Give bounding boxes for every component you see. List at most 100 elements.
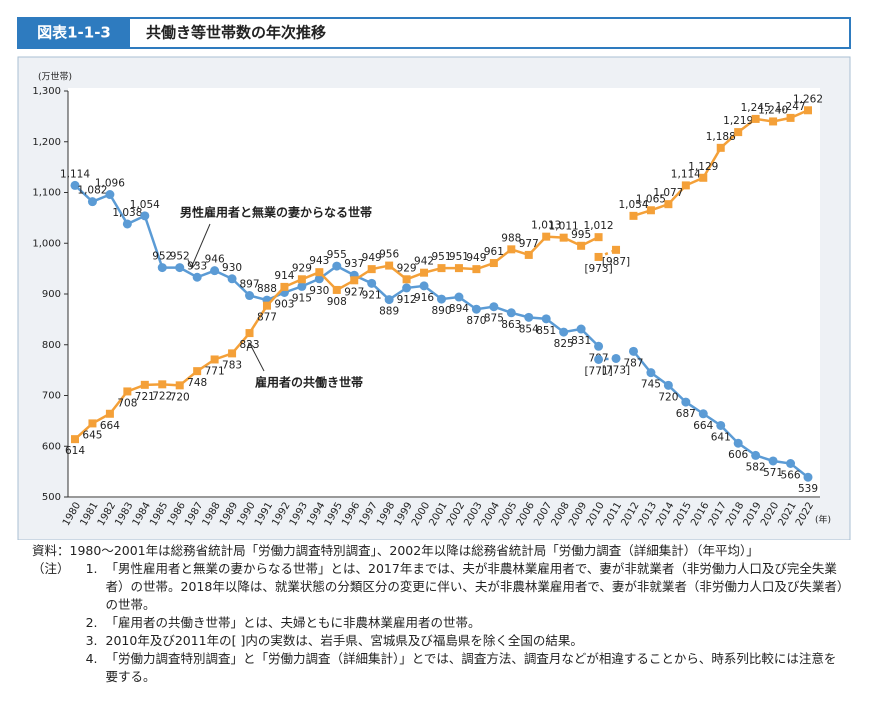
marker: [367, 265, 376, 274]
data-label: 952: [170, 251, 190, 263]
data-label: 929: [292, 262, 312, 274]
marker: [245, 291, 255, 301]
data-label: 1,219: [723, 115, 753, 127]
y-tick-label: 800: [42, 340, 61, 351]
data-label: 720: [658, 391, 678, 403]
note-number: 3.: [85, 633, 98, 648]
marker: [70, 180, 80, 190]
data-label: 783: [222, 359, 242, 371]
data-label: 897: [240, 279, 260, 291]
marker: [506, 308, 516, 318]
data-label: 825: [554, 338, 574, 350]
data-label: 1,054: [130, 199, 160, 211]
marker: [716, 420, 726, 430]
marker: [594, 252, 603, 261]
data-label: 1,077: [653, 187, 683, 199]
data-label: 1,262: [793, 93, 823, 105]
data-label: 921: [362, 289, 382, 301]
data-label: 863: [501, 319, 521, 331]
marker: [193, 367, 202, 376]
note-text: 「労働力調査特別調査」と「労働力調査（詳細集計）」とでは、調査方法、調査月などが…: [105, 651, 837, 684]
marker: [646, 206, 655, 215]
marker: [262, 301, 271, 310]
annotation: 雇用者の共働き世帯: [255, 375, 363, 390]
data-label: 539: [798, 483, 818, 495]
data-label: 1,038: [112, 207, 142, 219]
marker: [227, 274, 237, 284]
marker: [664, 200, 673, 209]
y-tick-label: 700: [42, 391, 61, 402]
marker: [751, 450, 761, 460]
note-label: （注）: [32, 561, 70, 576]
data-label: 875: [484, 313, 504, 325]
y-tick-label: 500: [42, 492, 61, 503]
marker: [734, 128, 743, 137]
marker: [122, 219, 132, 229]
note-item: 4. 「労働力調査特別調査」と「労働力調査（詳細集計）」とでは、調査方法、調査月な…: [70, 650, 847, 686]
source-row: 資料： 1980～2001年は総務省統計局「労働力調査特別調査」、2002年以降は…: [32, 542, 847, 560]
data-label: 977: [519, 238, 539, 250]
note-number: 2.: [85, 615, 98, 630]
notes: 資料： 1980～2001年は総務省統計局「労働力調査特別調査」、2002年以降は…: [32, 542, 847, 686]
marker: [210, 355, 219, 364]
data-label: [973]: [584, 263, 612, 275]
marker: [454, 264, 463, 273]
marker: [350, 276, 359, 285]
arrow-head: [246, 342, 256, 352]
y-tick-label: 1,300: [32, 86, 61, 97]
data-label: 1,129: [688, 161, 718, 173]
data-label: 664: [100, 420, 120, 432]
header-frame: [17, 17, 851, 49]
marker: [315, 268, 324, 277]
marker: [245, 329, 254, 338]
marker: [804, 106, 812, 115]
data-label: 1,013: [531, 220, 561, 232]
marker: [786, 459, 796, 469]
marker: [280, 282, 289, 291]
marker: [140, 211, 150, 221]
header-label-box: [18, 18, 130, 48]
marker: [611, 353, 621, 363]
note-text: 2010年及び2011年の[ ]内の実数は、岩手県、宮城県及び福島県を除く全国の…: [105, 633, 583, 648]
notes-row: （注） 1. 「男性雇用者と無業の妻からなる世帯」とは、2017年までは、夫が非農林…: [32, 560, 847, 686]
note-item: 2. 「雇用者の共働き世帯」とは、夫婦ともに非農林業雇用者の世帯。: [70, 614, 847, 632]
marker: [786, 113, 795, 122]
note-number: 1.: [85, 561, 98, 576]
marker: [663, 380, 673, 390]
note-item: 1. 「男性雇用者と無業の妻からなる世帯」とは、2017年までは、夫が非農林業雇用…: [70, 560, 847, 614]
data-label: [773]: [602, 364, 630, 376]
marker: [559, 327, 569, 337]
data-label: 1,096: [95, 178, 125, 190]
marker: [71, 435, 79, 444]
data-label: 582: [746, 461, 766, 473]
marker: [576, 324, 586, 334]
annotation-arrow: [249, 343, 265, 372]
marker: [332, 285, 341, 294]
series: [771][773]: [584, 353, 630, 377]
data-label: 571: [763, 467, 783, 479]
marker: [105, 190, 115, 200]
y-tick-label: 1,200: [32, 137, 61, 148]
marker: [681, 397, 691, 407]
arrow-head: [187, 259, 198, 269]
source-label: 資料：: [32, 543, 70, 558]
data-label: 1,240: [758, 104, 788, 116]
data-label: 889: [379, 306, 399, 318]
data-label: 942: [414, 256, 434, 268]
marker: [629, 211, 638, 220]
marker: [594, 233, 603, 242]
data-label: 903: [274, 298, 294, 310]
note-item: 3. 2010年及び2011年の[ ]内の実数は、岩手県、宮城県及び福島県を除く全…: [70, 632, 847, 650]
data-label: 1,188: [706, 131, 736, 143]
data-label: 894: [449, 303, 469, 315]
data-label: 722: [152, 390, 172, 402]
marker: [437, 294, 446, 304]
marker: [228, 349, 237, 358]
annotation: 男性雇用者と無業の妻からなる世帯: [180, 205, 372, 220]
marker: [297, 281, 307, 291]
y-tick-label: 900: [42, 289, 61, 300]
data-label: 823: [240, 339, 260, 351]
marker: [210, 266, 220, 276]
source: 1980～2001年は総務省統計局「労働力調査特別調査」、2002年以降は総務省…: [69, 543, 759, 558]
